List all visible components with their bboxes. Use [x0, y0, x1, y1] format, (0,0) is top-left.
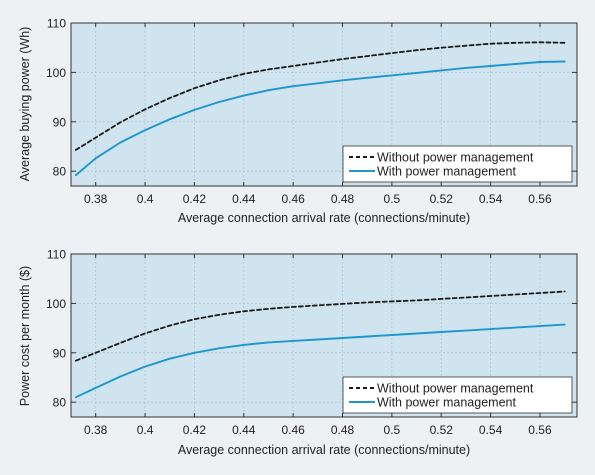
- legend-box: [342, 376, 573, 414]
- y-axis-label: Average buying power (Wh): [18, 27, 32, 182]
- legend-label-without: Without power management: [377, 382, 534, 396]
- x-tick-label: 0.56: [528, 423, 552, 437]
- series-line-without-power-management: [75, 290, 566, 362]
- x-tick-label: 0.42: [183, 423, 207, 437]
- legend-label-with: With power management: [377, 165, 516, 179]
- y-tick-label: 90: [53, 346, 67, 360]
- grid: [71, 23, 577, 186]
- x-tick-label: 0.52: [430, 423, 454, 437]
- legend-box: [342, 145, 573, 183]
- x-tick-label: 0.4: [137, 423, 154, 437]
- series-line-with-power-management: [74, 60, 566, 177]
- x-tick-label: 0.44: [232, 423, 256, 437]
- x-tick-label: 0.5: [384, 423, 401, 437]
- series-line-without-power-management: [75, 41, 566, 151]
- series-layer: [74, 41, 566, 177]
- y-tick-label: 80: [53, 165, 67, 179]
- x-tick-label: 0.52: [430, 192, 454, 206]
- legend: Without power management With power mana…: [342, 376, 573, 414]
- y-tick-label: 90: [53, 115, 67, 129]
- y-tick-label: 110: [47, 248, 66, 262]
- legend-label-without: Without power management: [377, 151, 534, 165]
- chart-power-cost: 0.38 0.4 0.42 0.44 0.46 0.48 0.5 0.52 0.54 0.56 80…: [18, 248, 578, 457]
- legend-label-with: With power management: [377, 396, 516, 410]
- y-axis-label: Power cost per month ($): [18, 266, 32, 406]
- y-tick-label: 100: [46, 297, 66, 311]
- chart-buying-power: 0.38 0.4 0.42 0.44 0.46 0.48 0.5 0.52 0.54 0.56 80…: [18, 17, 578, 225]
- series-line-with-power-management: [74, 323, 566, 399]
- x-tick-label: 0.42: [183, 192, 207, 206]
- series-layer: [74, 290, 566, 399]
- x-tick-label: 0.48: [331, 192, 355, 206]
- x-tick-label: 0.38: [84, 423, 108, 437]
- x-tick-label: 0.48: [331, 423, 355, 437]
- x-tick-label: 0.4: [137, 192, 154, 206]
- x-tick-label: 0.46: [281, 192, 305, 206]
- ticks: 0.38 0.4 0.42 0.44 0.46 0.48 0.5 0.52 0.54 0.56 80…: [46, 17, 577, 206]
- x-tick-label: 0.38: [84, 192, 108, 206]
- y-tick-label: 110: [47, 17, 66, 31]
- ticks: 0.38 0.4 0.42 0.44 0.46 0.48 0.5 0.52 0.54 0.56 80…: [46, 248, 577, 437]
- y-tick-label: 100: [46, 66, 66, 80]
- x-axis-label: Average connection arrival rate (connect…: [178, 211, 470, 225]
- x-tick-label: 0.46: [281, 423, 305, 437]
- x-tick-label: 0.44: [232, 192, 256, 206]
- x-tick-label: 0.54: [479, 423, 503, 437]
- x-axis-label: Average connection arrival rate (connect…: [178, 443, 470, 457]
- x-tick-label: 0.56: [528, 192, 552, 206]
- legend: Without power management With power mana…: [342, 145, 573, 183]
- x-tick-label: 0.5: [384, 192, 401, 206]
- plot-frame: [70, 253, 578, 418]
- x-tick-label: 0.54: [479, 192, 503, 206]
- y-tick-label: 80: [53, 396, 67, 410]
- plot-frame: [70, 22, 578, 187]
- grid: [71, 254, 577, 417]
